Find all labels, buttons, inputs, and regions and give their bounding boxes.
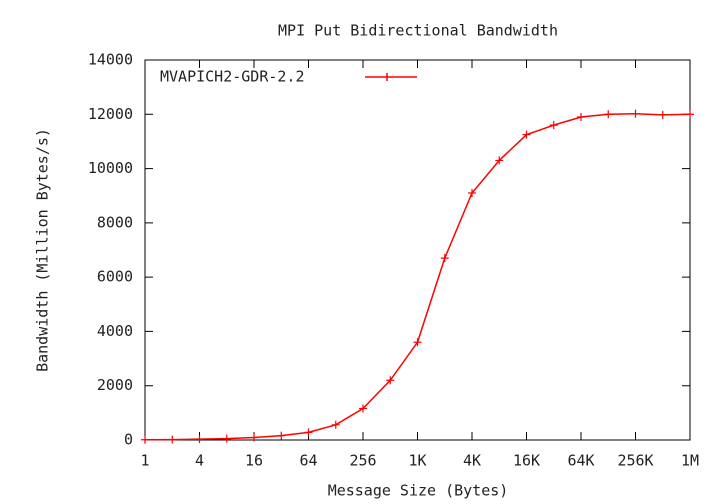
point-marker (386, 376, 395, 385)
x-tick-label: 256 (349, 452, 376, 470)
point-marker (577, 113, 585, 121)
point-marker (631, 109, 640, 118)
x-tick-label: 64 (299, 452, 317, 470)
x-tick-label: 256K (617, 452, 653, 470)
point-marker (195, 435, 204, 444)
y-tick-label: 6000 (97, 268, 133, 286)
x-tick-label: 4 (195, 452, 204, 470)
x-axis-label: Message Size (Bytes) (328, 482, 509, 500)
point-marker (359, 404, 367, 413)
x-tick-label: 1M (681, 452, 699, 470)
y-tick-label: 14000 (88, 51, 133, 69)
x-tick-label: 16 (245, 452, 263, 470)
point-marker (468, 189, 476, 197)
x-tick-label: 4K (463, 452, 481, 470)
x-tick-label: 1K (408, 452, 426, 470)
point-marker (222, 434, 231, 443)
y-tick-label: 4000 (97, 322, 133, 340)
point-marker (413, 338, 422, 347)
point-marker (604, 110, 613, 119)
point-marker (277, 431, 286, 440)
point-marker (549, 121, 558, 130)
legend-label: MVAPICH2-GDR-2.2 (160, 68, 305, 86)
x-tick-label: 16K (513, 452, 540, 470)
point-marker (141, 435, 149, 444)
series-line (144, 112, 691, 441)
point-marker (250, 433, 258, 442)
point-marker (331, 420, 340, 429)
point-marker (658, 110, 667, 119)
y-tick-label: 0 (124, 431, 133, 449)
x-tick-label: 1 (140, 452, 149, 470)
y-tick-label: 8000 (97, 213, 133, 231)
point-marker (304, 428, 313, 437)
point-marker (522, 130, 531, 139)
y-tick-label: 10000 (88, 159, 133, 177)
y-tick-label: 12000 (88, 105, 133, 123)
chart-title: MPI Put Bidirectional Bandwidth (278, 22, 558, 40)
y-axis-label: Bandwidth (Million Bytes/s) (34, 128, 52, 372)
point-marker (168, 435, 177, 444)
point-marker (686, 110, 694, 119)
x-tick-label: 64K (567, 452, 594, 470)
legend-swatch (365, 73, 417, 81)
y-tick-label: 2000 (97, 376, 133, 394)
point-marker (440, 254, 449, 263)
point-marker (495, 156, 504, 165)
